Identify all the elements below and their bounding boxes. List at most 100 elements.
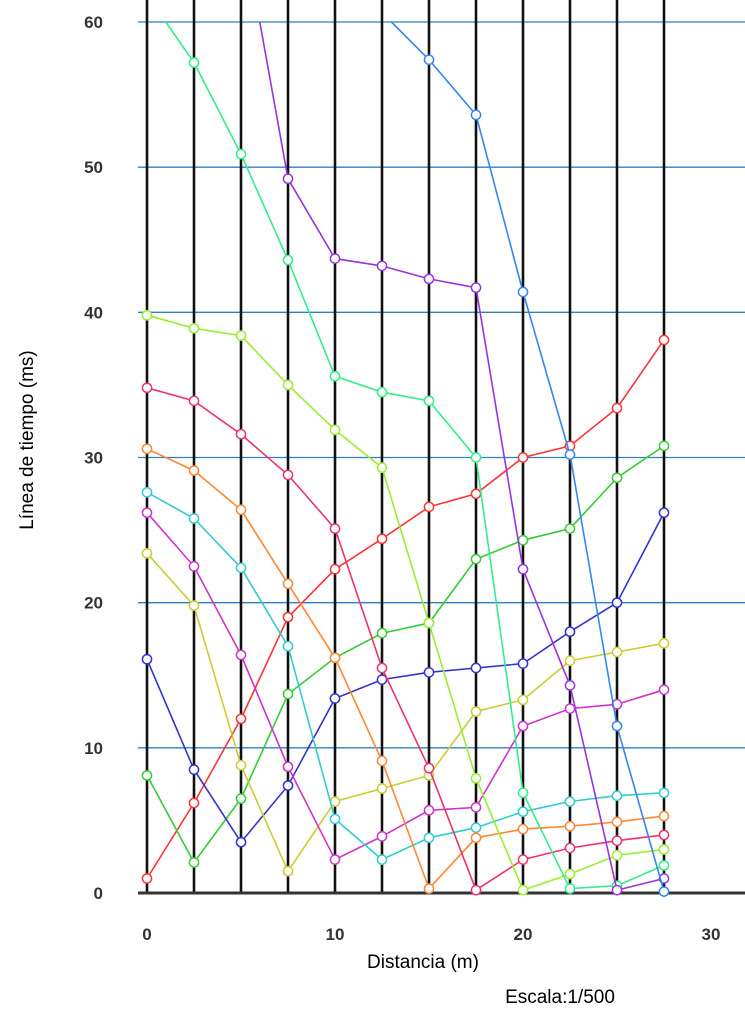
data-point [611,698,623,710]
series-layer [141,21,670,897]
series-line [165,21,665,890]
data-point [470,452,482,463]
data-point [141,873,153,884]
data-point [282,578,294,590]
data-point [329,424,341,436]
data-point [658,440,670,452]
series-12 [390,21,670,897]
data-point [376,755,388,767]
data-point [376,783,388,794]
data-point [564,868,576,880]
data-point [517,806,529,818]
series-9 [141,309,670,896]
series-line [146,445,665,864]
y-tick-label: 40 [84,303,103,322]
data-point [423,804,435,816]
series-line [146,512,665,861]
data-point [141,382,153,394]
data-point [235,759,247,771]
data-point [611,790,623,802]
data-point [141,486,153,498]
data-point [564,523,576,534]
data-point [564,703,576,714]
data-point [329,370,341,382]
series-line [146,314,665,892]
data-point [235,428,247,440]
data-point [611,472,623,484]
series-line [146,448,665,891]
series-line [259,21,665,892]
data-point [376,627,388,639]
data-point [376,662,388,674]
data-point [658,844,670,855]
data-point [517,720,529,732]
y-tick-label: 30 [84,449,103,468]
data-point [470,109,482,121]
horizontal-grid [138,21,745,749]
data-point [658,810,670,822]
data-point [658,860,670,871]
data-point [235,836,247,848]
data-point [658,334,670,346]
data-point [564,449,576,460]
data-point [329,652,341,664]
data-point [564,842,576,854]
series-line [146,491,665,861]
data-point [470,282,482,294]
series-7 [141,443,670,894]
data-point [423,832,435,844]
data-point [188,395,200,407]
data-point [282,611,294,623]
y-tick-label: 50 [84,158,103,177]
data-point [564,883,576,894]
y-tick-label: 60 [84,13,103,32]
data-point [470,772,482,784]
data-point [564,820,576,832]
data-point [423,273,435,285]
data-point [423,395,435,407]
x-axis-title: Distancia (m) [367,952,479,973]
data-point [611,646,623,658]
data-point [188,465,200,476]
data-point [517,787,529,799]
data-point [282,469,294,481]
data-point [235,504,247,516]
data-point [282,780,294,791]
data-point [423,54,435,66]
x-tick-label: 0 [142,925,151,944]
data-point [423,666,435,678]
series-line [146,512,665,844]
data-point [141,309,153,321]
data-point [188,561,200,572]
data-point [658,507,670,519]
data-point [188,797,200,809]
data-point [423,883,435,894]
data-point [141,653,153,665]
data-point [329,693,341,704]
data-point [188,513,200,524]
data-point [658,787,670,799]
y-axis-title: Línea de tiempo (ms) [17,350,38,530]
data-point [329,523,341,534]
data-point [470,662,482,674]
y-tick-label: 20 [84,594,103,613]
data-point [517,854,529,865]
data-point [376,462,388,474]
data-point [658,684,670,696]
data-point [517,534,529,546]
data-point [470,706,482,717]
data-point [376,386,388,398]
data-point [188,857,200,868]
data-point [470,884,482,896]
data-point [235,562,247,574]
data-point [470,553,482,565]
data-point [611,402,623,414]
data-point [235,649,247,661]
data-point [658,637,670,649]
data-point [188,764,200,775]
data-point [423,501,435,513]
data-point [188,322,200,334]
data-point [564,626,576,638]
data-point [611,835,623,847]
